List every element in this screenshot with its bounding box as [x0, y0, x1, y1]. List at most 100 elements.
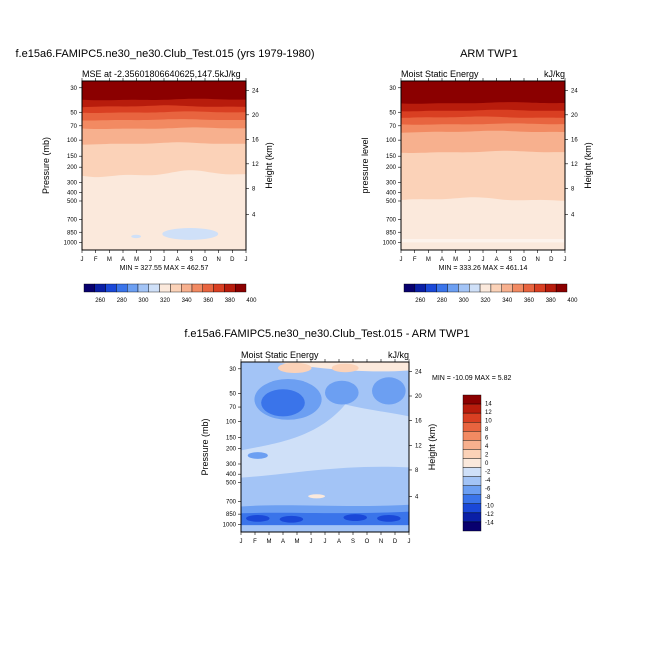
model-month-label: F [94, 257, 98, 263]
diff-pressure-label: 100 [226, 420, 237, 426]
model-blob [162, 228, 219, 240]
obs-month-label: J [400, 257, 403, 263]
diff-ylabel-right: Height (km) [427, 424, 437, 471]
diff-month-label: J [408, 539, 411, 545]
diff-month-label: S [351, 539, 355, 545]
obs-colorbar-swatch [479, 283, 492, 293]
obs-minmax: MIN = 333.26 MAX = 461.14 [439, 265, 528, 272]
obs-month-label: A [440, 257, 444, 263]
obs-surface-band [402, 239, 564, 243]
obs-month-label: N [535, 257, 539, 263]
obs-colorbar-swatch [469, 283, 481, 293]
model-colorbar-label: 360 [203, 298, 214, 304]
obs-pressure-label: 300 [386, 180, 397, 186]
model-month-label: A [176, 257, 180, 263]
obs-height-label: 24 [571, 88, 578, 94]
diff-title: f.e15a6.FAMIPC5.ne30_ne30.Club_Test.015 … [184, 328, 469, 340]
obs-month-label: O [522, 257, 527, 263]
diff-subtitle-left: Moist Static Energy [241, 350, 319, 360]
diff-pressure-label: 50 [229, 391, 236, 397]
model-band [82, 81, 246, 101]
model-month-label: S [189, 257, 193, 263]
obs-ylabel-right: Height (km) [583, 142, 593, 189]
model-colorbar-label: 400 [246, 298, 257, 304]
diff-colorbar-label: -6 [485, 487, 491, 493]
obs-subtitle-left: Moist Static Energy [401, 69, 479, 79]
obs-pressure-label: 400 [386, 191, 397, 197]
obs-colorbar-swatch [458, 283, 470, 293]
obs-colorbar-label: 360 [524, 298, 535, 304]
diff-pressure-label: 500 [226, 481, 237, 487]
diff-colorbar-label: 10 [485, 419, 492, 425]
model-height-label: 4 [252, 213, 256, 219]
diff-colorbar-label: -12 [485, 512, 494, 518]
diff-colorbar-label: 12 [485, 410, 492, 416]
diff-colorbar-swatch [462, 394, 482, 405]
diff-colorbar-swatch [462, 476, 482, 486]
diff-colorbar-swatch [462, 449, 482, 459]
model-height-label: 20 [252, 113, 259, 119]
model-colorbar-label: 280 [117, 298, 128, 304]
obs-pressure-label: 1000 [383, 240, 397, 246]
obs-colorbar-swatch [501, 283, 513, 293]
model-colorbar-swatch [191, 283, 204, 293]
obs-month-label: J [468, 257, 471, 263]
model-colorbar-swatch [234, 283, 247, 293]
diff-pressure-label: 30 [229, 367, 236, 373]
diff-month-label: O [365, 539, 370, 545]
model-pressure-label: 400 [67, 191, 78, 197]
obs-title: ARM TWP1 [460, 48, 518, 60]
diff-colorbar-swatch [462, 512, 482, 523]
diff-colorbar-swatch [462, 494, 482, 505]
diff-colorbar-label: -2 [485, 470, 491, 476]
obs-pressure-label: 70 [389, 124, 396, 130]
model-colorbar-label: 320 [160, 298, 171, 304]
diff-blob [308, 494, 325, 499]
diff-month-label: A [281, 539, 285, 545]
model-title: f.e15a6.FAMIPC5.ne30_ne30.Club_Test.015 … [15, 48, 314, 60]
obs-colorbar-label: 400 [567, 298, 578, 304]
model-panel: f.e15a6.FAMIPC5.ne30_ne30.Club_Test.015 … [15, 48, 314, 304]
model-month-label: O [203, 257, 208, 263]
diff-month-label: F [253, 539, 257, 545]
obs-month-label: J [564, 257, 567, 263]
model-colorbar-swatch [116, 283, 128, 293]
model-pressure-label: 700 [67, 218, 78, 224]
model-height-label: 12 [252, 162, 259, 168]
obs-month-label: M [426, 257, 431, 263]
diff-height-label: 16 [415, 419, 422, 425]
model-pressure-label: 500 [67, 199, 78, 205]
obs-colorbar-label: 280 [437, 298, 448, 304]
obs-colorbar-swatch [512, 283, 524, 293]
diff-colorbar-swatch [462, 503, 482, 514]
obs-colorbar-swatch [523, 283, 535, 293]
diff-height-label: 12 [415, 443, 422, 449]
model-colorbar-label: 260 [95, 298, 106, 304]
diff-height-label: 20 [415, 394, 422, 400]
diff-blob [331, 363, 359, 373]
model-colorbar-swatch [148, 283, 160, 293]
model-colorbar-swatch [213, 283, 225, 293]
diff-panel: f.e15a6.FAMIPC5.ne30_ne30.Club_Test.015 … [184, 328, 511, 545]
model-colorbar-swatch [105, 283, 117, 293]
diff-pressure-label: 400 [226, 472, 237, 478]
diff-blob [261, 389, 305, 417]
obs-colorbar-label: 340 [502, 298, 513, 304]
diff-colorbar-swatch [462, 422, 482, 432]
model-month-label: N [216, 257, 220, 263]
obs-colorbar-swatch [447, 283, 459, 293]
model-colorbar-swatch [94, 283, 106, 293]
diff-blob [372, 377, 406, 405]
diff-height-label: 4 [415, 494, 419, 500]
obs-pressure-label: 200 [386, 165, 397, 171]
model-colorbar-swatch [202, 283, 214, 293]
obs-colorbar-swatch [490, 283, 502, 293]
model-pressure-label: 1000 [64, 240, 78, 246]
model-pressure-label: 200 [67, 165, 78, 171]
obs-colorbar-label: 380 [546, 298, 557, 304]
model-pressure-label: 150 [67, 154, 78, 160]
obs-pressure-label: 30 [389, 86, 396, 92]
diff-pressure-label: 70 [229, 405, 236, 411]
obs-height-label: 20 [571, 113, 578, 119]
